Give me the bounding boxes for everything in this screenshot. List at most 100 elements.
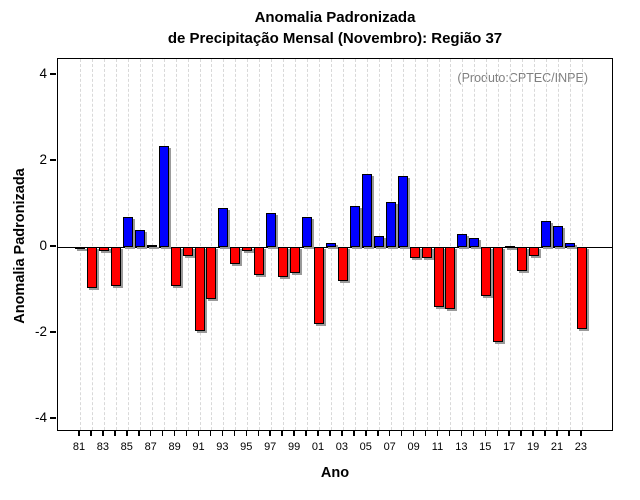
gridline-18 bbox=[522, 59, 524, 430]
y-tick-2 bbox=[50, 159, 56, 161]
gridline-96 bbox=[259, 59, 261, 430]
x-tick-label-17: 17 bbox=[503, 441, 516, 453]
x-tick-label-81: 81 bbox=[72, 441, 86, 453]
bar-14 bbox=[469, 238, 480, 247]
x-tick-label-99: 99 bbox=[287, 441, 301, 453]
gridline-98 bbox=[283, 59, 285, 430]
bar-97 bbox=[266, 212, 277, 247]
x-tick-label-93: 93 bbox=[216, 441, 229, 453]
x-tick-88 bbox=[161, 431, 164, 436]
x-tick-20 bbox=[544, 431, 546, 436]
bar-81 bbox=[75, 247, 85, 250]
bar-19 bbox=[529, 247, 540, 256]
chart-title-line1: Anomalia Padronizada bbox=[254, 9, 416, 26]
x-tick-90 bbox=[185, 431, 188, 436]
bar-13 bbox=[457, 234, 468, 247]
bar-90 bbox=[182, 247, 193, 256]
x-tick-label-19: 19 bbox=[526, 441, 540, 453]
x-tick-00 bbox=[305, 431, 307, 436]
x-tick-15 bbox=[484, 431, 487, 436]
bar-96 bbox=[254, 247, 265, 275]
bar-86 bbox=[134, 229, 145, 247]
gridline-94 bbox=[235, 59, 237, 430]
bar-08 bbox=[397, 176, 408, 247]
bar-84 bbox=[110, 247, 121, 286]
bar-23 bbox=[576, 247, 587, 329]
x-tick-06 bbox=[377, 431, 379, 436]
gridline-87 bbox=[151, 59, 153, 430]
x-tick-07 bbox=[388, 431, 391, 436]
x-tick-label-05: 05 bbox=[359, 441, 372, 453]
y-tick-0 bbox=[50, 245, 56, 247]
bar-16 bbox=[493, 247, 504, 342]
x-tick-01 bbox=[317, 431, 319, 436]
x-tick-label-11: 11 bbox=[431, 441, 444, 453]
bar-83 bbox=[98, 247, 109, 252]
x-tick-97 bbox=[269, 431, 271, 436]
x-tick-10 bbox=[424, 431, 427, 436]
x-tick-label-83: 83 bbox=[96, 441, 110, 453]
bar-18 bbox=[517, 247, 528, 271]
x-tick-label-01: 01 bbox=[311, 441, 325, 453]
x-tick-label-23: 23 bbox=[574, 441, 588, 453]
x-tick-label-07: 07 bbox=[383, 441, 396, 453]
gridline-16 bbox=[498, 59, 500, 430]
bar-02 bbox=[325, 242, 336, 247]
bar-11 bbox=[433, 247, 444, 308]
x-tick-label-89: 89 bbox=[168, 441, 181, 453]
gridline-84 bbox=[115, 59, 117, 430]
gridline-11 bbox=[438, 59, 440, 430]
x-tick-09 bbox=[412, 431, 415, 436]
bar-89 bbox=[170, 247, 181, 286]
y-tick--4 bbox=[50, 417, 56, 419]
bar-05 bbox=[361, 173, 372, 247]
bar-01 bbox=[314, 247, 324, 325]
x-tick-11 bbox=[436, 431, 439, 436]
x-tick-91 bbox=[197, 431, 200, 436]
x-tick-81 bbox=[78, 431, 80, 436]
x-tick-04 bbox=[353, 431, 355, 436]
gridline-82 bbox=[91, 59, 93, 430]
x-tick-84 bbox=[114, 431, 116, 436]
y-tick--2 bbox=[50, 331, 56, 333]
y-tick-label-2: 2 bbox=[39, 152, 47, 167]
x-tick-99 bbox=[293, 431, 295, 436]
gridline-01 bbox=[319, 59, 320, 430]
bar-06 bbox=[373, 236, 384, 247]
x-tick-96 bbox=[257, 431, 259, 436]
x-tick-label-13: 13 bbox=[455, 441, 468, 453]
gridline-89 bbox=[175, 59, 177, 430]
x-tick-98 bbox=[281, 431, 283, 436]
gridline-12 bbox=[450, 59, 452, 430]
gridline-23 bbox=[581, 59, 583, 430]
y-tick-label-0: 0 bbox=[39, 238, 47, 253]
x-tick-label-97: 97 bbox=[264, 441, 277, 453]
gridline-91 bbox=[199, 59, 201, 430]
bar-09 bbox=[409, 247, 420, 258]
chart-title: Anomalia Padronizada de Precipitação Men… bbox=[57, 7, 613, 49]
x-tick-92 bbox=[209, 431, 212, 436]
bar-91 bbox=[194, 247, 205, 331]
gridline-09 bbox=[414, 59, 416, 430]
x-tick-21 bbox=[556, 431, 558, 436]
gridline-95 bbox=[247, 59, 249, 430]
y-tick-4 bbox=[50, 73, 56, 75]
gridline-10 bbox=[426, 59, 428, 430]
bar-21 bbox=[553, 225, 563, 247]
x-tick-87 bbox=[149, 431, 152, 436]
x-tick-label-87: 87 bbox=[144, 441, 157, 453]
bar-12 bbox=[445, 247, 456, 310]
x-tick-83 bbox=[102, 431, 104, 436]
y-tick-label--2: -2 bbox=[34, 324, 47, 339]
x-tick-02 bbox=[329, 431, 331, 436]
bar-99 bbox=[290, 247, 301, 273]
gridline-90 bbox=[187, 59, 189, 430]
x-tick-19 bbox=[532, 431, 534, 436]
bar-93 bbox=[218, 208, 229, 247]
plot-area: (Produto:CPTEC/INPE) bbox=[57, 58, 613, 431]
x-tick-label-21: 21 bbox=[550, 441, 564, 453]
bar-22 bbox=[564, 242, 575, 247]
gridline-19 bbox=[534, 59, 536, 430]
x-tick-05 bbox=[365, 431, 367, 436]
